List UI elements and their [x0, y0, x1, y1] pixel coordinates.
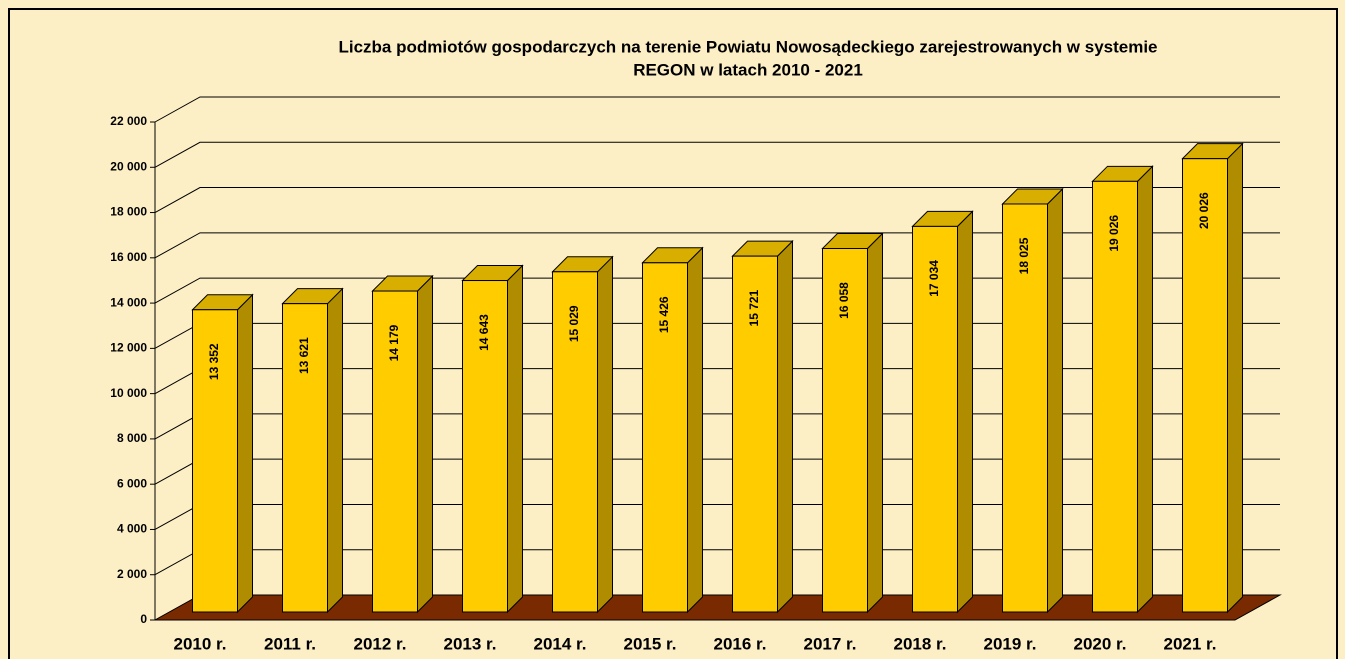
y-tick-label: 14 000: [110, 295, 147, 309]
x-tick-label: 2021 r.: [1164, 634, 1217, 653]
bar-side: [237, 293, 253, 614]
bar-side: [777, 239, 793, 614]
bar-side: [957, 210, 973, 614]
bar: [911, 210, 974, 614]
bar: [191, 293, 254, 614]
x-tick-label: 2013 r.: [444, 634, 497, 653]
bar: [1001, 187, 1064, 614]
value-label: 20 026: [1197, 192, 1211, 229]
bar: [1091, 165, 1154, 614]
y-tick-label: 0: [140, 612, 147, 626]
bar-front: [822, 248, 868, 613]
value-label: 13 352: [207, 343, 221, 380]
x-tick-label: 2015 r.: [624, 634, 677, 653]
x-tick-label: 2011 r.: [264, 634, 316, 653]
bar: [551, 255, 614, 614]
bar: [641, 246, 704, 614]
value-label: 19 026: [1107, 215, 1121, 252]
y-tick-label: 22 000: [110, 114, 147, 128]
x-tick-label: 2012 r.: [354, 634, 407, 653]
bar: [281, 287, 344, 614]
y-tick-label: 20 000: [110, 159, 147, 173]
bar-side: [1137, 165, 1153, 614]
grid-line: [154, 96, 1280, 123]
x-tick-label: 2019 r.: [984, 634, 1037, 653]
bar-side: [597, 255, 613, 614]
y-tick-label: 18 000: [110, 205, 147, 219]
bar: [371, 274, 434, 614]
bar-front: [1002, 203, 1048, 613]
bar-side: [417, 274, 433, 614]
bar: [731, 239, 794, 614]
bar-side: [687, 246, 703, 614]
bar-side: [1047, 187, 1063, 614]
bar-side: [507, 264, 523, 614]
y-tick-label: 8 000: [117, 431, 147, 445]
y-tick-label: 6 000: [117, 476, 147, 490]
y-tick-label: 4 000: [117, 522, 147, 536]
value-label: 15 426: [657, 296, 671, 333]
bar: [1181, 142, 1244, 614]
bar-front: [282, 303, 328, 613]
bar-front: [552, 271, 598, 613]
bar-side: [867, 232, 883, 614]
bar-front: [462, 280, 508, 613]
x-tick-label: 2017 r.: [804, 634, 857, 653]
chart-subtitle: REGON w latach 2010 - 2021: [633, 60, 863, 79]
y-tick-label: 12 000: [110, 341, 147, 355]
value-label: 13 621: [297, 337, 311, 374]
x-tick-label: 2014 r.: [534, 634, 587, 653]
chart-title: Liczba podmiotów gospodarczych na tereni…: [338, 37, 1157, 56]
x-tick-label: 2018 r.: [894, 634, 947, 653]
bar-front: [192, 309, 238, 613]
bar-front: [912, 225, 958, 613]
y-tick-label: 2 000: [117, 567, 147, 581]
bar-front: [642, 262, 688, 613]
y-tick-label: 16 000: [110, 250, 147, 264]
bar-front: [372, 290, 418, 613]
value-label: 14 179: [387, 324, 401, 361]
grid-line: [154, 187, 1280, 213]
frame: [8, 8, 1338, 659]
value-label: 17 034: [927, 260, 941, 297]
grid-line: [154, 141, 1280, 168]
value-label: 15 721: [747, 289, 761, 326]
bar-front: [1182, 158, 1228, 613]
bar-side: [327, 287, 343, 614]
value-label: 16 058: [837, 282, 851, 319]
bar-front: [732, 255, 778, 613]
value-label: 14 643: [477, 314, 491, 351]
bar-side: [1227, 142, 1243, 614]
value-label: 15 029: [567, 305, 581, 342]
x-tick-label: 2016 r.: [714, 634, 767, 653]
bar-front: [1092, 180, 1138, 613]
bar: [821, 232, 884, 614]
floor: [153, 594, 1282, 621]
bar: [461, 264, 524, 614]
value-label: 18 025: [1017, 237, 1031, 274]
x-tick-label: 2010 r.: [174, 634, 227, 653]
x-tick-label: 2020 r.: [1074, 634, 1127, 653]
y-tick-label: 10 000: [110, 386, 147, 400]
